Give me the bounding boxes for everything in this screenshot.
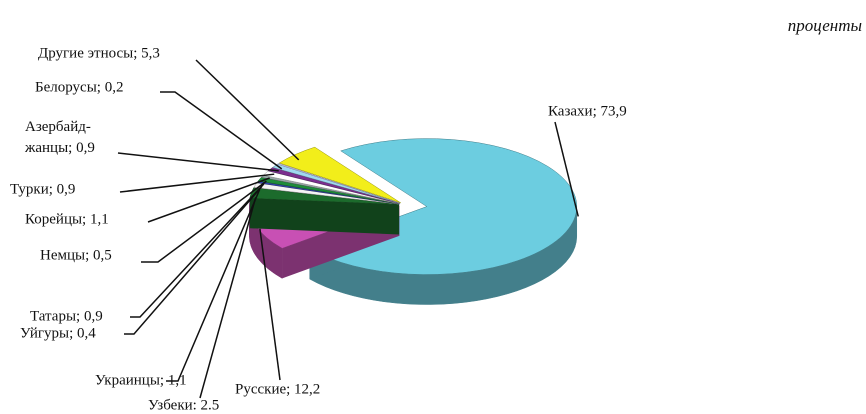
leader-line [554, 121, 579, 217]
leader-line [259, 228, 281, 381]
leader-line [160, 91, 283, 170]
chart-subtitle: проценты [788, 16, 862, 35]
leader-line [130, 183, 265, 318]
data-label: Другие этносы; 5,3 [38, 45, 160, 61]
data-label: Русские; 12,2 [235, 381, 320, 397]
leader-line [166, 189, 261, 382]
slice-cut [249, 198, 400, 235]
data-label: Казахи; 73,9 [548, 103, 627, 119]
slice [276, 163, 401, 204]
data-label: Азербайд-жанцы; 0,9 [24, 119, 95, 156]
leader-line [141, 180, 267, 263]
leader-line [199, 197, 257, 399]
slice-top [276, 163, 401, 204]
data-label: Корейцы; 1,1 [25, 211, 109, 227]
leader-line [117, 152, 279, 172]
leader-line [195, 59, 300, 161]
data-label: Уйгуры; 0,4 [20, 325, 96, 341]
data-label: Турки; 0,9 [10, 181, 75, 197]
data-label: Белорусы; 0,2 [35, 79, 123, 95]
leader-line [147, 177, 270, 223]
slice [278, 146, 401, 204]
slice-top [278, 146, 401, 204]
data-label: Узбеки: 2.5 [148, 397, 219, 413]
data-label: Немцы; 0,5 [40, 247, 112, 263]
leader-line [119, 173, 275, 193]
data-label: Украинцы; 1,1 [95, 372, 187, 388]
data-label: Татары; 0,9 [30, 308, 103, 324]
leader-line [124, 186, 263, 335]
